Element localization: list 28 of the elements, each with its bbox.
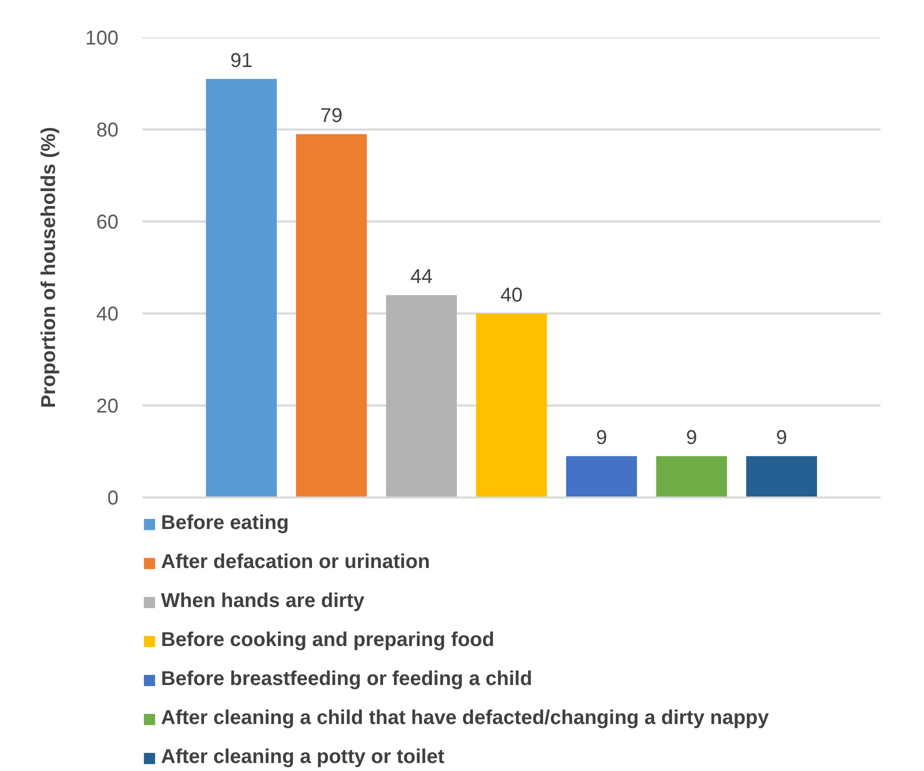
y-tick-label: 40 [96, 304, 119, 326]
data-label: 9 [776, 427, 788, 450]
bar [386, 295, 457, 498]
data-label: 9 [596, 427, 608, 450]
legend-label: Before cooking and preparing food [161, 629, 494, 652]
y-axis-title: Proportion of households (%) [38, 126, 60, 408]
y-tick-label: 20 [96, 396, 119, 418]
data-label: 40 [500, 284, 523, 306]
bar [296, 134, 367, 498]
bar [566, 456, 637, 498]
bar [476, 314, 547, 498]
legend-label: After cleaning a potty or toilet [161, 746, 444, 769]
y-tick-label: 0 [107, 488, 118, 510]
y-tick-label: 60 [96, 212, 119, 234]
y-tick-label: 100 [85, 28, 119, 50]
data-label: 79 [320, 105, 343, 128]
legend-label: When hands are dirty [161, 590, 364, 613]
bar [206, 78, 277, 498]
legend-label: After cleaning a child that have defacted/changing a dirty nappy [161, 707, 769, 730]
bar [656, 456, 727, 498]
data-label: 44 [410, 266, 433, 288]
legend-label: After defacation or urination [161, 551, 430, 574]
legend-label: Before breastfeeding or feeding a child [161, 668, 532, 691]
bar [746, 456, 818, 498]
data-label: 9 [686, 427, 698, 450]
y-tick-label: 80 [96, 120, 119, 142]
data-label: 91 [230, 50, 253, 72]
legend-label: Before eating [161, 512, 289, 535]
